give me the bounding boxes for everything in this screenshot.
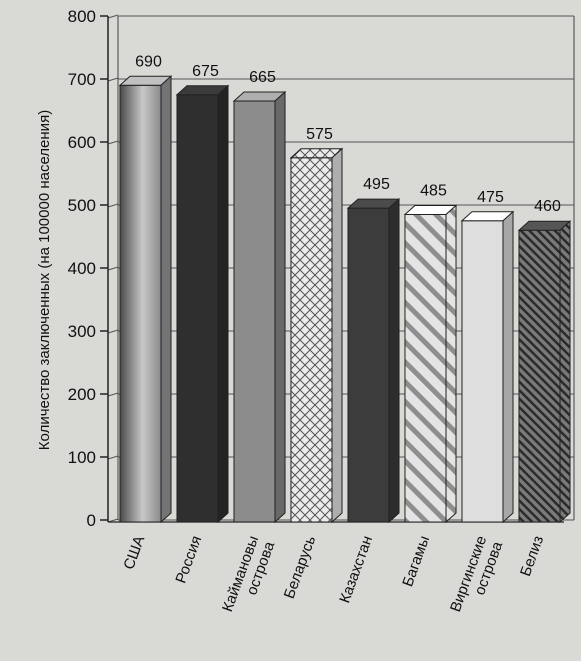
bar [461, 220, 504, 523]
grid-depth-line [107, 455, 119, 460]
y-tick-label: 400 [68, 259, 96, 278]
bar [119, 84, 162, 523]
y-tick-label: 700 [68, 70, 96, 89]
category-label: Багамы [399, 534, 433, 589]
grid-depth-line [107, 329, 119, 334]
bar [176, 94, 219, 523]
grid-depth-line [107, 140, 119, 145]
bar-side [331, 147, 343, 524]
y-tick-label: 200 [68, 385, 96, 404]
category-label-line: Белиз [517, 533, 547, 578]
y-tick-label: 0 [87, 511, 96, 530]
y-tick-label: 500 [68, 196, 96, 215]
value-label: 575 [306, 126, 333, 143]
bar [290, 157, 333, 523]
bar [347, 207, 390, 523]
bar-side [502, 210, 514, 524]
category-label-line: США [120, 534, 148, 572]
grid-depth-line [107, 203, 119, 208]
bars [118, 75, 572, 524]
category-label: Казахстан [336, 534, 376, 606]
y-tick-label: 600 [68, 133, 96, 152]
category-label-line: Россия [172, 534, 205, 586]
grid-depth-line [107, 266, 119, 271]
bar-side [559, 220, 571, 524]
bar [233, 100, 276, 523]
grid-depth-line [107, 392, 119, 397]
grid-depth-line [107, 14, 119, 19]
grid-depth-line [107, 77, 119, 82]
y-axis-label: Количество заключенных (на 100000 населе… [36, 110, 53, 450]
category-label-line: Казахстан [336, 534, 376, 606]
y-tick-label: 300 [68, 322, 96, 341]
bar-side [217, 84, 229, 524]
category-label: Беларусь [281, 533, 319, 601]
category-label: США [120, 534, 148, 572]
category-label-line: Багамы [399, 534, 433, 589]
bar-side [160, 75, 172, 524]
bar-side [274, 90, 286, 524]
bar [518, 229, 561, 523]
value-label: 460 [534, 198, 561, 215]
y-tick-label: 800 [68, 7, 96, 26]
bar-side [445, 204, 457, 524]
value-label: 665 [249, 69, 276, 86]
value-label: 475 [477, 189, 504, 206]
value-label: 690 [135, 53, 162, 70]
category-label-line: Беларусь [281, 533, 319, 601]
y-tick-label: 100 [68, 448, 96, 467]
value-label: 675 [192, 63, 219, 80]
bar [404, 213, 447, 523]
category-label: Россия [172, 534, 205, 586]
category-label: Белиз [517, 533, 547, 578]
value-label: 495 [363, 176, 390, 193]
value-label: 485 [420, 182, 447, 199]
bar-side [388, 198, 400, 524]
